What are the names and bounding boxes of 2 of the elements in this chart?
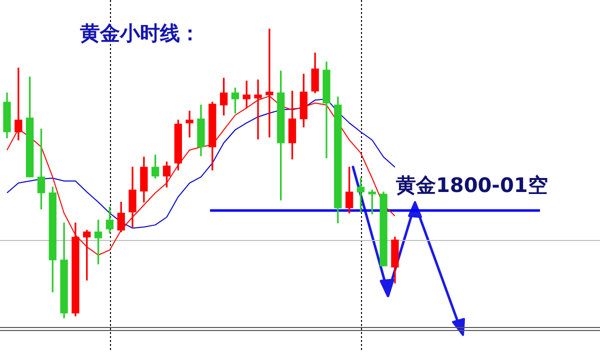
chart-title: 黄金小时线： xyxy=(80,20,200,47)
ref-line-label: 黄金1800-01空 xyxy=(396,172,548,199)
